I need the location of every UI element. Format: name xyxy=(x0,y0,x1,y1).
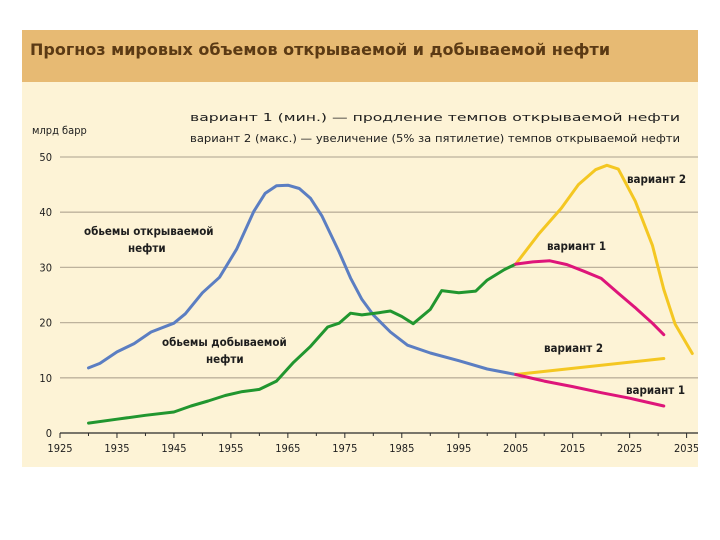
produced-oil-line xyxy=(87,262,518,425)
discovered-oil-label: обьемы открываемой xyxy=(84,224,214,238)
variant1-production-line xyxy=(514,373,666,408)
produced-oil-label: обьемы добываемой xyxy=(162,335,287,349)
variant1-discovery-line xyxy=(514,259,666,337)
x-tick-label: 1925 xyxy=(47,442,72,455)
variant2-upper-label: вариант 2 xyxy=(627,172,686,186)
produced-oil-label: нефти xyxy=(206,352,244,366)
chart-header: Прогноз мировых объемов открываемой и до… xyxy=(22,30,698,82)
x-tick-label: 2025 xyxy=(617,442,642,455)
chart-panel: Прогноз мировых объемов открываемой и до… xyxy=(22,30,698,467)
x-tick-label: 1975 xyxy=(332,442,357,455)
y-tick-label: 0 xyxy=(46,427,52,440)
y-tick-label: 10 xyxy=(39,372,52,385)
legend-note: вариант 2 (макс.) — увеличение (5% за пя… xyxy=(190,133,680,145)
x-tick-label: 1965 xyxy=(275,442,300,455)
x-tick-label: 2005 xyxy=(503,442,528,455)
y-axis-label: млрд барр xyxy=(32,124,87,137)
x-tick-label: 1985 xyxy=(389,442,414,455)
discovered-oil-line xyxy=(87,183,518,376)
discovered-oil-label: нефти xyxy=(128,241,166,255)
x-tick-label: 1945 xyxy=(161,442,186,455)
x-tick-label: 2035 xyxy=(674,442,698,455)
legend-note: вариант 1 (мин.) — продление темпов откр… xyxy=(190,112,680,124)
y-tick-label: 30 xyxy=(39,261,52,274)
variant2-production-line xyxy=(514,357,666,376)
y-tick-label: 50 xyxy=(39,151,52,164)
x-tick-label: 2015 xyxy=(560,442,585,455)
line-chart: 0 10 20 30 40 50 млрд барр 1925 1935 1945 1955 1965… xyxy=(32,112,698,455)
variant1-upper-label: вариант 1 xyxy=(547,239,606,253)
y-tick-label: 40 xyxy=(39,206,52,219)
x-tick-label: 1935 xyxy=(104,442,129,455)
variant1-lower-label: вариант 1 xyxy=(626,383,685,397)
variant2-discovery-line xyxy=(514,163,694,355)
chart-title: Прогноз мировых объемов открываемой и до… xyxy=(30,40,611,59)
variant2-lower-label: вариант 2 xyxy=(544,341,603,355)
y-tick-label: 20 xyxy=(39,317,52,330)
x-tick-label: 1955 xyxy=(218,442,243,455)
x-tick-label: 1995 xyxy=(446,442,471,455)
